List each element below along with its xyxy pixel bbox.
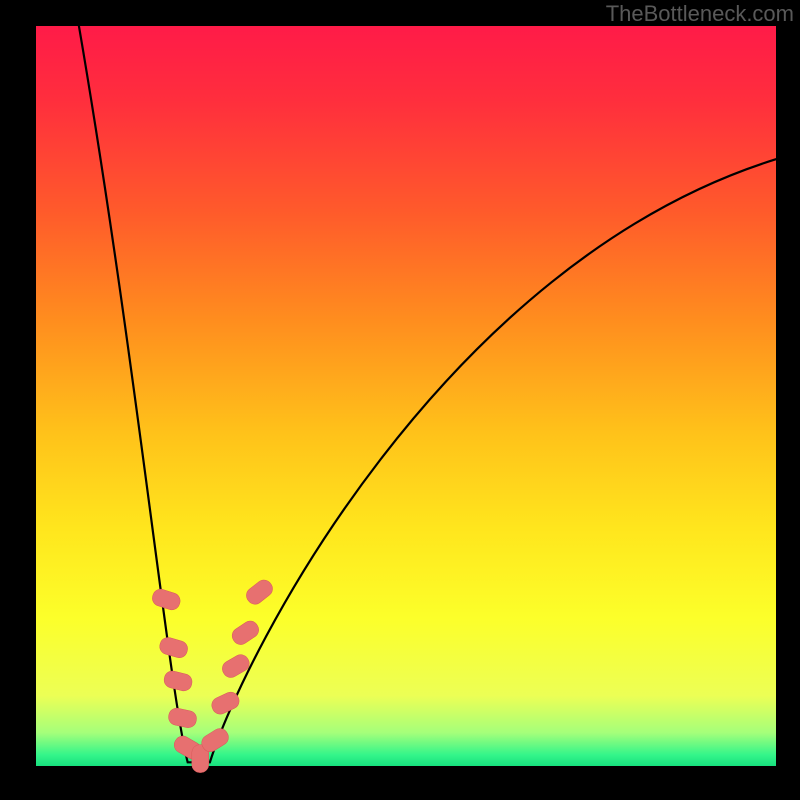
chart-root: TheBottleneck.com xyxy=(0,0,800,800)
plot-background xyxy=(36,26,776,766)
bottleneck-chart xyxy=(0,0,800,800)
